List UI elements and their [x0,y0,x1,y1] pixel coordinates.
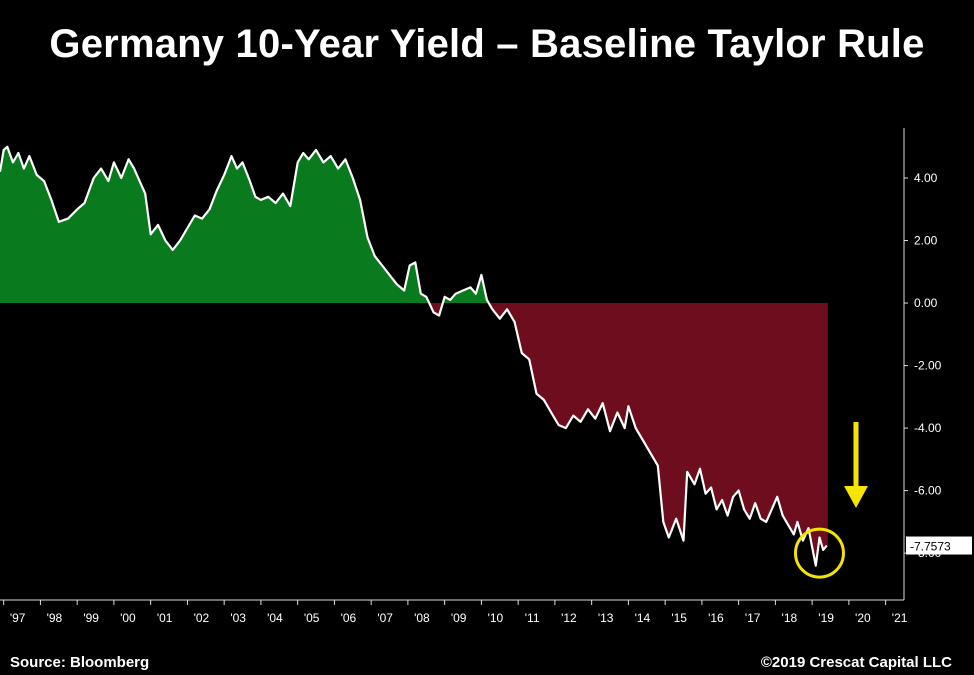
x-tick-label: '14 [635,611,651,625]
area-fills [0,146,828,566]
x-tick-label: '02 [194,611,210,625]
x-tick-label: '19 [818,611,834,625]
x-tick-label: '18 [782,611,798,625]
x-tick-label: '12 [561,611,577,625]
x-tick-label: '09 [451,611,467,625]
annotations: -7.7573 [793,422,972,579]
down-arrow-icon [844,486,868,508]
y-tick-label: -6.00 [914,484,942,498]
source-note: Source: Bloomberg [10,654,150,671]
x-tick-label: '99 [83,611,99,625]
x-ticks: '97 '98 '99 '00 '01 '02 '03 '04 '05 '06 '07 '08 '09 '… [3,600,908,625]
highlight-circle [793,527,845,579]
x-tick-label: '97 [10,611,26,625]
last-value-box [906,536,972,555]
x-tick-label: '00 [120,611,136,625]
negative-area [0,303,827,566]
x-tick-label: '21 [892,611,908,625]
x-tick-label: '07 [377,611,393,625]
x-tick-label: '98 [47,611,63,625]
y-ticks: 4.002.000.00-2.00-4.00-6.00-8.00 [904,171,942,560]
x-tick-label: '17 [745,611,761,625]
y-tick-label: -4.00 [914,421,942,435]
x-tick-label: '06 [341,611,357,625]
series-line [0,145,828,567]
x-tick-label: '05 [304,611,320,625]
positive-area [0,146,827,303]
x-tick-label: '01 [157,611,173,625]
chart-title: Germany 10-Year Yield – Baseline Taylor … [49,22,925,66]
y-tick-label: 4.00 [914,171,938,185]
x-tick-label: '11 [525,611,540,625]
x-tick-label: '15 [671,611,687,625]
x-tick-label: '03 [230,611,246,625]
y-tick-label: 0.00 [914,296,938,310]
copyright-note: ©2019 Crescat Capital LLC [760,654,952,671]
x-tick-label: '20 [855,611,871,625]
x-tick-label: '08 [414,611,430,625]
x-tick-label: '04 [267,611,283,625]
y-tick-label: 2.00 [914,234,938,248]
last-value-label: -7.7573 [910,540,951,554]
x-tick-label: '10 [488,611,504,625]
x-tick-label: '13 [598,611,614,625]
y-tick-label: -2.00 [914,359,942,373]
x-tick-label: '16 [708,611,724,625]
